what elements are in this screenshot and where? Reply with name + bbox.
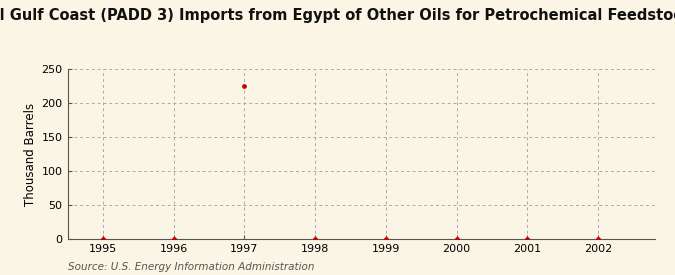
Point bbox=[593, 237, 603, 241]
Point bbox=[522, 237, 533, 241]
Point bbox=[381, 237, 392, 241]
Point bbox=[168, 237, 179, 241]
Point bbox=[452, 237, 462, 241]
Point bbox=[97, 237, 108, 241]
Text: Annual Gulf Coast (PADD 3) Imports from Egypt of Other Oils for Petrochemical Fe: Annual Gulf Coast (PADD 3) Imports from … bbox=[0, 8, 675, 23]
Point bbox=[310, 237, 321, 241]
Y-axis label: Thousand Barrels: Thousand Barrels bbox=[24, 103, 37, 206]
Text: Source: U.S. Energy Information Administration: Source: U.S. Energy Information Administ… bbox=[68, 262, 314, 272]
Point bbox=[239, 84, 250, 88]
